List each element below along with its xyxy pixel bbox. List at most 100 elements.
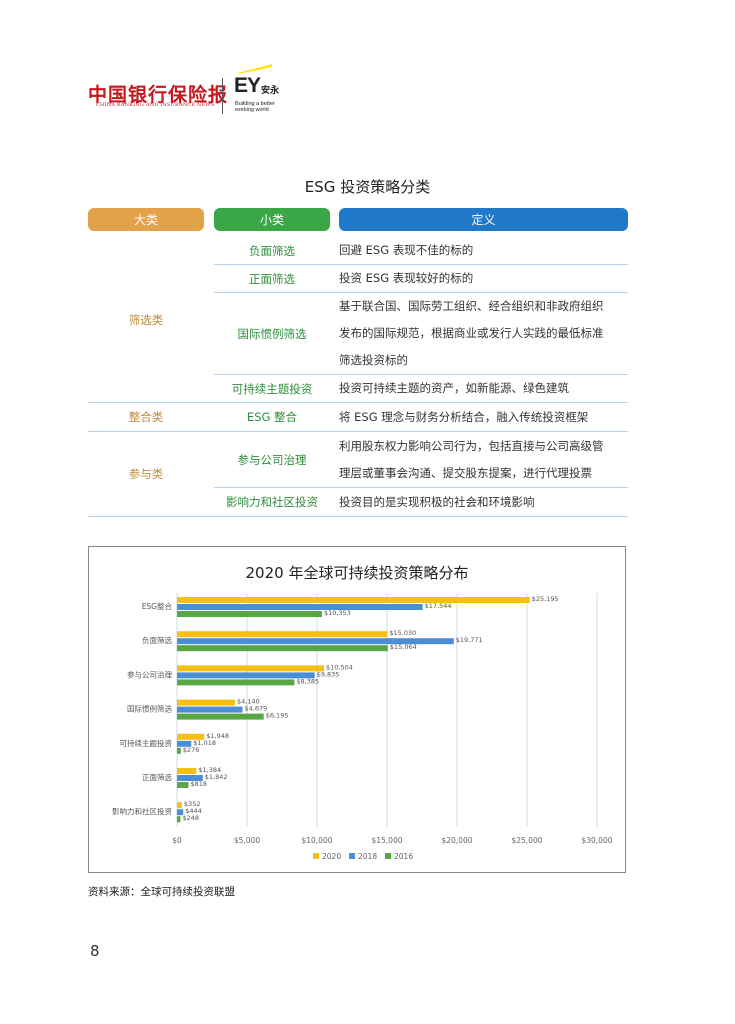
row-subcategory: 影响力和社区投资 xyxy=(226,495,318,509)
data-label: $6,195 xyxy=(266,712,289,720)
category-label: 参与公司治理 xyxy=(127,669,172,679)
data-label: $248 xyxy=(182,814,199,822)
brand-name-cn: 中国银行保险报 xyxy=(88,84,229,106)
definition-line: 利用股东权力影响公司行为，包括直接与公司高级管 xyxy=(339,438,604,453)
row-subcategory: 国际惯例筛选 xyxy=(237,326,307,341)
data-label: $444 xyxy=(185,807,202,815)
data-label: $15,064 xyxy=(390,643,417,651)
chart-title: 2020 年全球可持续投资策略分布 xyxy=(246,564,469,582)
legend-swatch xyxy=(349,853,355,859)
row-definition: 将 ESG 理念与财务分析结合，融入传统投资框架 xyxy=(339,403,628,431)
row-definition: 投资可持续主题的资产，如新能源、绿色建筑 xyxy=(339,375,628,402)
bar xyxy=(177,631,388,638)
bar xyxy=(177,604,423,610)
legend-label: 2018 xyxy=(358,852,377,861)
data-label: $818 xyxy=(190,780,207,788)
definition-line: 将 ESG 理念与财务分析结合，融入传统投资框架 xyxy=(339,409,589,424)
legend-label: 2020 xyxy=(322,852,341,861)
row-divider xyxy=(214,264,628,265)
row-subcategory: 正面筛选 xyxy=(249,271,295,286)
definition-line: 发布的国际规范，根据商业或发行人实践的最低标准 xyxy=(339,326,604,340)
bar xyxy=(177,747,181,754)
x-tick-label: $25,000 xyxy=(511,836,542,845)
strategy-chart: 2020 年全球可持续投资策略分布 $25,195 $17,544 $10,353 $… xyxy=(88,546,626,873)
row-subcategory: ESG 整合 xyxy=(246,410,298,424)
data-label: $1,384 xyxy=(198,766,221,774)
bar xyxy=(177,699,235,706)
header-subcategory: 小类 xyxy=(214,208,330,231)
bar xyxy=(177,802,182,809)
bar xyxy=(177,706,243,713)
row-definition: 投资 ESG 表现较好的标的 xyxy=(339,265,628,292)
data-label: $4,140 xyxy=(237,698,260,706)
data-label: $25,195 xyxy=(532,595,559,603)
bar xyxy=(177,611,322,617)
page-header: 中国银行保险报 CHINA BANKING AND INSURANCE NEWS… xyxy=(88,60,348,116)
bar xyxy=(177,672,315,679)
row-divider xyxy=(214,374,628,375)
bar xyxy=(177,816,181,823)
category-label: ESG整合 xyxy=(142,601,173,611)
definition-line: 投资 ESG 表现较好的标的 xyxy=(339,271,474,285)
row-divider xyxy=(214,487,628,488)
bar xyxy=(177,809,184,816)
definition-line: 投资可持续主题的资产，如新能源、绿色建筑 xyxy=(339,381,569,395)
group-divider xyxy=(88,402,628,403)
category-label: 负面筛选 xyxy=(142,635,172,645)
definition-line: 基于联合国、国际劳工组织、经合组织和非政府组织 xyxy=(339,299,604,313)
category-label: 影响力和社区投资 xyxy=(112,806,172,816)
data-label: $4,679 xyxy=(245,705,268,713)
category-label: 整合类 xyxy=(128,410,164,424)
legend-swatch xyxy=(385,853,391,859)
data-label: $1,018 xyxy=(193,739,216,747)
data-label: $276 xyxy=(183,746,200,754)
definition-line: 筛选投资标的 xyxy=(339,353,408,367)
legend-swatch xyxy=(313,853,319,859)
definition-line: 投资目的是实现积极的社会和环境影响 xyxy=(339,494,535,509)
data-label: $352 xyxy=(184,800,201,808)
data-label: $8,385 xyxy=(296,677,319,685)
data-label: $19,771 xyxy=(456,636,483,644)
row-divider xyxy=(214,292,628,293)
row-subcategory: 负面筛选 xyxy=(249,243,295,258)
ey-tagline-line-2: working world xyxy=(235,107,269,113)
header-definition: 定义 xyxy=(339,208,628,231)
row-definition: 投资目的是实现积极的社会和环境影响 xyxy=(339,488,628,516)
ey-logo-text: EY xyxy=(234,74,261,97)
table-title: ESG 投资策略分类 xyxy=(304,178,431,196)
bar xyxy=(177,768,197,774)
definition-line: 理层或董事会沟通、提交股东提案，进行代理投票 xyxy=(339,465,592,480)
page-number: 8 xyxy=(90,942,100,960)
ey-logo-cn: 安永 xyxy=(261,86,280,96)
chart-x-tick-labels: $0 $5,000 $10,000 $15,000 $20,000 $25,000 $30,… xyxy=(172,836,613,845)
data-label: $17,544 xyxy=(425,602,452,610)
brand-name-en: CHINA BANKING AND INSURANCE NEWS xyxy=(96,102,215,108)
chart-bars: $25,195 $17,544 $10,353 $15,030 $19,771 $15,0… xyxy=(177,595,559,823)
row-subcategory: 参与公司治理 xyxy=(237,452,307,467)
bar xyxy=(177,638,454,645)
group-divider xyxy=(88,431,628,432)
category-label: 参与类 xyxy=(128,467,164,481)
bar xyxy=(177,679,295,686)
ey-logo-bar-icon xyxy=(238,64,272,74)
data-label: $10,504 xyxy=(326,663,353,671)
legend-label: 2016 xyxy=(394,852,413,861)
category-label: 可持续主题投资 xyxy=(120,738,173,748)
x-tick-label: $10,000 xyxy=(301,836,332,845)
table-bottom-border xyxy=(88,516,628,517)
bar xyxy=(177,740,192,747)
bar xyxy=(177,665,325,672)
definition-line: 回避 ESG 表现不佳的标的 xyxy=(339,243,474,257)
category-label: 筛选类 xyxy=(128,312,164,327)
row-subcategory: 可持续主题投资 xyxy=(231,381,313,396)
x-tick-label: $15,000 xyxy=(371,836,402,845)
x-tick-label: $30,000 xyxy=(581,836,612,845)
bar xyxy=(177,645,388,652)
x-tick-label: $0 xyxy=(172,836,182,845)
bar xyxy=(177,775,203,781)
header-separator xyxy=(222,78,223,114)
header-category: 大类 xyxy=(88,208,204,231)
bar xyxy=(177,782,189,788)
bar xyxy=(177,733,205,740)
